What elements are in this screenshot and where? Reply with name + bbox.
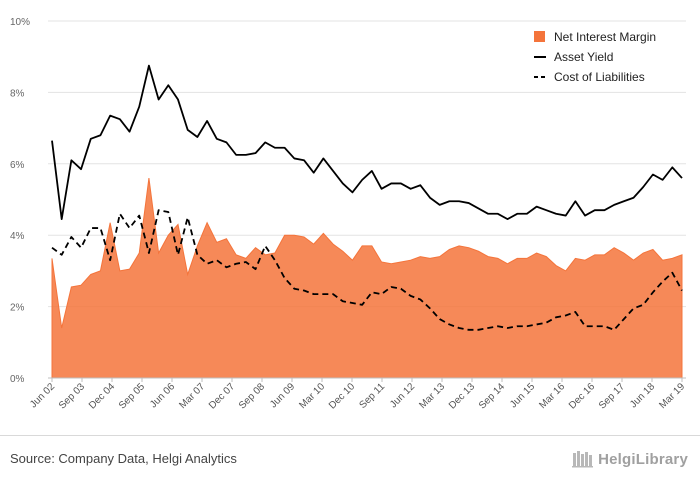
legend-swatch xyxy=(534,31,545,42)
x-tick-label: Mar 19 xyxy=(657,381,687,411)
footer: Source: Company Data, Helgi Analytics He… xyxy=(0,435,700,483)
x-tick-label: Sep 08 xyxy=(237,381,267,411)
plot-area xyxy=(51,178,683,379)
y-tick-label: 2% xyxy=(10,303,25,314)
source-note: Source: Company Data, Helgi Analytics xyxy=(10,451,237,466)
x-tick-label: Mar 10 xyxy=(297,381,327,411)
library-logo-icon xyxy=(572,451,594,468)
x-tick-label: Jun 06 xyxy=(148,381,177,410)
brand-name: HelgiLibrary xyxy=(598,450,688,468)
x-tick-label: Mar 13 xyxy=(417,381,447,411)
x-tick-label: Sep 05 xyxy=(117,381,147,411)
legend-label: Cost of Liabilities xyxy=(554,70,645,84)
y-tick-label: 6% xyxy=(10,160,25,171)
x-tick-label: Jun 15 xyxy=(508,381,537,410)
x-tick-label: Mar 07 xyxy=(177,381,207,411)
y-tick-label: 10% xyxy=(10,17,30,28)
legend-label: Net Interest Margin xyxy=(554,30,656,44)
x-tick-label: Jun 09 xyxy=(268,381,297,410)
x-tick-label: Dec 13 xyxy=(447,381,477,411)
series-area-net-interest-margin xyxy=(51,178,683,379)
y-tick-label: 0% xyxy=(10,374,25,385)
x-tick-label: Dec 16 xyxy=(567,381,597,411)
x-tick-label: Jun 02 xyxy=(28,381,57,410)
series-line-asset-yield xyxy=(51,64,683,221)
series-lines xyxy=(51,64,683,331)
footer-divider xyxy=(0,435,700,436)
legend-label: Asset Yield xyxy=(554,50,613,64)
x-tick-label: Dec 07 xyxy=(207,381,237,411)
y-tick-label: 8% xyxy=(10,88,25,99)
series-line-cost-of-liabilities xyxy=(51,209,683,331)
legend: Net Interest Margin Asset Yield Cost of Li… xyxy=(534,30,656,84)
x-tick-label: Mar 16 xyxy=(537,381,567,411)
brand[interactable]: HelgiLibrary xyxy=(572,449,688,469)
x-tick-label: Jun 18 xyxy=(628,381,657,410)
x-tick-label: Dec 10 xyxy=(327,381,357,411)
x-tick-label: Sep 03 xyxy=(57,381,87,411)
y-tick-label: 4% xyxy=(10,231,25,242)
x-tick-label: Dec 04 xyxy=(87,381,117,411)
x-tick-label: Sep 17 xyxy=(597,381,627,411)
x-tick-label: Jun 12 xyxy=(388,381,417,410)
x-tick-label: Sep 11 xyxy=(357,381,387,411)
x-tick-label: Sep 14 xyxy=(477,381,507,411)
